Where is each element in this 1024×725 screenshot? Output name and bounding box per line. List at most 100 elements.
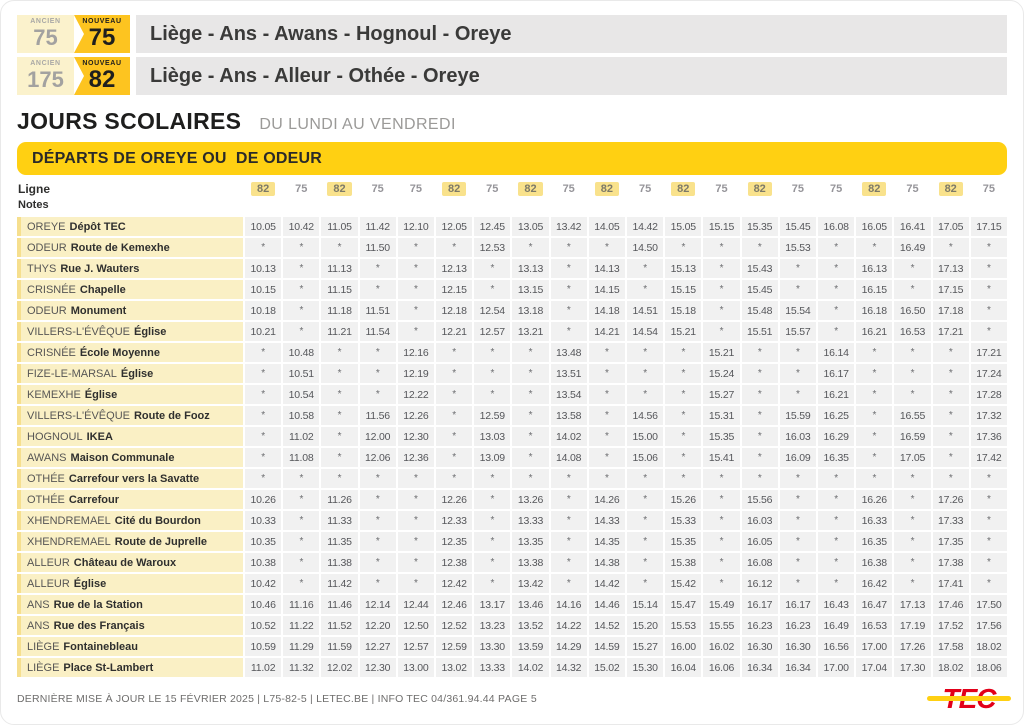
stop-name-cell: ODEUR Monument [17, 301, 243, 320]
time-cell: * [474, 553, 511, 572]
line-number-cell: 82 [933, 181, 969, 197]
time-cell: 15.59 [779, 406, 816, 425]
time-cell: 15.15 [665, 280, 702, 299]
line-number-cell: 82 [665, 181, 701, 197]
line-number: 75 [638, 182, 652, 195]
stop-detail: Église [120, 367, 154, 380]
time-cell: 16.35 [818, 448, 855, 467]
stop-name-cell: ALLEUR Église [17, 574, 243, 593]
time-cell: 13.21 [512, 322, 549, 341]
time-cell: 12.33 [436, 511, 473, 530]
time-cell: 13.26 [512, 490, 549, 509]
time-cell: 12.21 [436, 322, 473, 341]
time-cell: 10.15 [245, 280, 282, 299]
line-number-cell: 82 [512, 181, 548, 197]
time-cell: * [283, 469, 320, 488]
time-cell: 13.05 [512, 217, 549, 236]
time-cell: 17.13 [894, 595, 931, 614]
time-cell: 13.52 [512, 616, 549, 635]
time-cell: * [512, 343, 549, 362]
time-cell: * [741, 343, 778, 362]
time-cell: 14.29 [550, 637, 587, 656]
stop-locality: LIÈGE [27, 640, 60, 653]
time-cell: * [550, 280, 587, 299]
table-row: AWANS Maison Communale * 11.08 * 12.06 12.36 * 1… [17, 448, 1007, 467]
time-cell: 15.35 [665, 532, 702, 551]
time-cell: * [359, 490, 396, 509]
line-number: 82 [671, 181, 696, 197]
nouveau-badge: NOUVEAU 75 [74, 15, 130, 53]
time-cell: * [779, 490, 816, 509]
time-cell: 13.33 [474, 658, 511, 677]
time-cell: 16.21 [856, 322, 893, 341]
time-cell: * [245, 364, 282, 383]
time-cell: * [932, 238, 969, 257]
time-cell: * [703, 532, 740, 551]
line-number: 82 [441, 181, 467, 197]
time-cell: 14.38 [588, 553, 625, 572]
time-cell: 15.05 [665, 217, 702, 236]
time-cell: 13.46 [512, 595, 549, 614]
time-cell: 13.09 [474, 448, 511, 467]
banner-title: DÉPARTS DE OREYE OU DE ODEUR [32, 149, 322, 167]
time-cell: 16.08 [741, 553, 778, 572]
time-cell: 17.50 [970, 595, 1007, 614]
time-cell: 13.23 [474, 616, 511, 635]
time-cell: * [359, 343, 396, 362]
time-cell: 16.43 [818, 595, 855, 614]
nouveau-number: 75 [88, 24, 116, 51]
time-cell: 12.50 [397, 616, 434, 635]
time-cell: * [932, 364, 969, 383]
time-cell: 12.18 [436, 301, 473, 320]
time-cell: 16.17 [779, 595, 816, 614]
page-title: JOURS SCOLAIRES [17, 108, 242, 134]
time-cell: 17.18 [932, 301, 969, 320]
stop-detail: Chapelle [79, 283, 126, 296]
table-row: ODEUR Monument 10.18 * 11.18 11.51 * 12.18 12.54… [17, 301, 1007, 320]
time-cell: * [359, 259, 396, 278]
time-cell: * [283, 511, 320, 530]
time-cell: * [970, 490, 1007, 509]
time-cell: * [359, 574, 396, 593]
stop-detail: Route de Kemexhe [70, 241, 170, 254]
stop-name-cell: VILLERS-L'ÉVÊQUE Route de Fooz [17, 406, 243, 425]
nouveau-label: NOUVEAU [82, 60, 122, 67]
time-cell: * [245, 448, 282, 467]
time-cell: 11.50 [359, 238, 396, 257]
time-cell: * [627, 532, 664, 551]
ancien-number: 75 [33, 25, 58, 50]
time-cell: * [245, 469, 282, 488]
time-cell: * [245, 427, 282, 446]
time-cell: * [588, 469, 625, 488]
stop-detail: Dépôt TEC [69, 220, 126, 233]
time-cell: 11.38 [321, 553, 358, 572]
line-number: 82 [747, 181, 772, 197]
time-cell: * [856, 448, 893, 467]
table-row: ODEUR Route de Kemexhe * * * 11.50 * * 12.53 * * * 1… [17, 238, 1007, 257]
line-number: 82 [862, 181, 887, 197]
time-cell: * [436, 364, 473, 383]
time-cell: * [818, 490, 855, 509]
time-cell: * [321, 448, 358, 467]
stop-locality: ODEUR [27, 304, 67, 317]
time-cell: 12.59 [474, 406, 511, 425]
time-cell: * [397, 259, 434, 278]
time-cell: 12.53 [474, 238, 511, 257]
time-cell: * [627, 469, 664, 488]
time-cell: 14.51 [627, 301, 664, 320]
time-cell: 16.00 [665, 637, 702, 656]
time-cell: * [627, 511, 664, 530]
time-cell: 12.35 [436, 532, 473, 551]
time-cell: 16.53 [856, 616, 893, 635]
time-cell: * [283, 280, 320, 299]
line-number: 82 [250, 181, 276, 197]
time-cell: 16.30 [779, 637, 816, 656]
time-cell: 14.15 [588, 280, 625, 299]
table-row: OTHÉE Carrefour vers la Savatte * * * * * * * * * *… [17, 469, 1007, 488]
time-cell: * [321, 427, 358, 446]
time-cell: 12.36 [397, 448, 434, 467]
time-cell: * [779, 259, 816, 278]
ancien-label: ANCIEN [30, 18, 61, 25]
stop-locality: XHENDREMAEL [27, 514, 111, 527]
